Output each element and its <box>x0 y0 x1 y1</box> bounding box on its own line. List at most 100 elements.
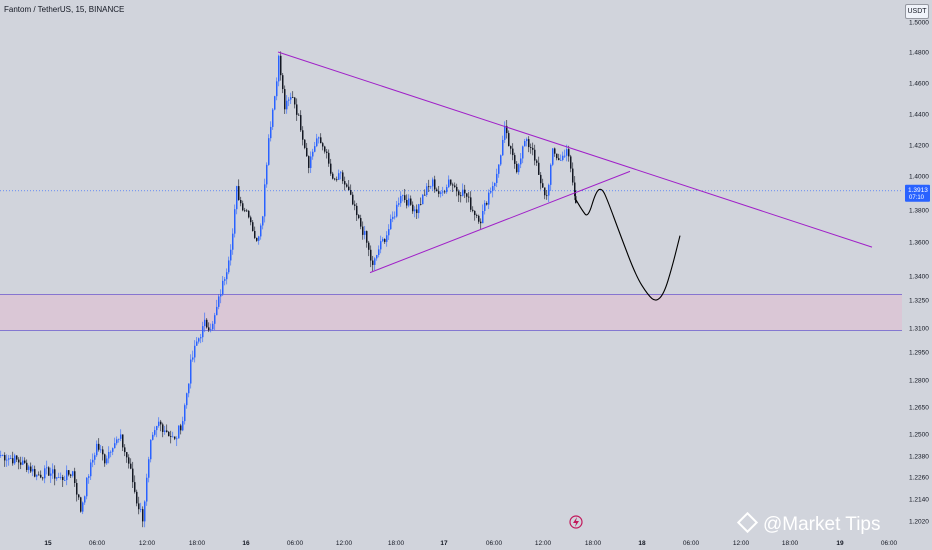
ascending-trendline <box>369 170 631 274</box>
candle-body <box>44 468 46 479</box>
last-price-badge <box>905 184 930 202</box>
candle-body <box>184 405 186 422</box>
candle-body <box>150 439 152 460</box>
candle-body <box>268 138 270 165</box>
time-tick-label: 12:00 <box>733 540 750 547</box>
candle-body <box>198 338 200 342</box>
candle-body <box>330 163 332 174</box>
candle-body <box>304 139 306 148</box>
candle-body <box>412 204 414 212</box>
time-tick-label: 12:00 <box>336 540 353 547</box>
candle-body <box>154 430 156 435</box>
price-tick-label: 1.3250 <box>909 298 929 305</box>
candle-body <box>470 197 472 210</box>
price-tick-label: 1.4200 <box>909 143 929 150</box>
candle-body <box>196 341 198 346</box>
candle-body <box>248 210 250 218</box>
time-tick-label: 18:00 <box>782 540 799 547</box>
tradingview-lightning-icon[interactable] <box>569 515 583 529</box>
watermark: @Market Tips <box>736 512 880 536</box>
candle-body <box>334 178 336 180</box>
candle-body <box>66 470 68 481</box>
candle-body <box>554 148 556 154</box>
candle-body <box>176 438 178 440</box>
candle-body <box>58 477 60 478</box>
candle-body <box>564 155 566 157</box>
candle-body <box>498 164 500 174</box>
candle-body <box>138 503 140 510</box>
candle-body <box>12 458 14 464</box>
candle-body <box>228 260 230 273</box>
time-tick-label: 06:00 <box>881 540 898 547</box>
candle-body <box>380 241 382 250</box>
candle-body <box>428 186 430 188</box>
candle-body <box>328 152 330 164</box>
candle-body <box>20 462 22 465</box>
candle-body <box>74 471 76 483</box>
candle-body <box>234 209 236 234</box>
candle-body <box>434 179 436 190</box>
candle-body <box>308 156 310 168</box>
candle-body <box>444 191 446 193</box>
candle-body <box>282 75 284 90</box>
candle-body <box>482 211 484 224</box>
candle-body <box>104 454 106 464</box>
candle-body <box>416 209 418 214</box>
candle-body <box>492 186 494 192</box>
candle-body <box>342 172 344 182</box>
candle-body <box>240 200 242 204</box>
candle-body <box>272 109 274 127</box>
candle-body <box>528 139 530 148</box>
candle-body <box>200 337 202 339</box>
candle-body <box>264 184 266 217</box>
time-axis[interactable]: 15 06:00 12:00 18:00 16 06:00 12:00 18:00 17 06:0… <box>44 540 897 547</box>
candle-body <box>362 226 364 235</box>
candle-body <box>550 164 552 185</box>
candle-body <box>276 81 278 97</box>
candle-body <box>548 184 550 196</box>
candle-body <box>300 115 302 131</box>
price-tick-label: 1.3400 <box>909 274 929 281</box>
time-tick-label: 19 <box>836 540 844 547</box>
candle-body <box>262 216 264 226</box>
price-axis[interactable]: 1.5000 1.4800 1.4600 1.4400 1.4200 1.4000 1.38… <box>905 20 930 526</box>
candle-body <box>506 125 508 134</box>
candle-body <box>266 164 268 185</box>
candle-body <box>358 215 360 219</box>
candle-body <box>242 203 244 211</box>
candle-body <box>32 469 34 472</box>
candle-body <box>286 100 288 110</box>
candle-body <box>512 148 514 156</box>
candle-body <box>164 430 166 432</box>
candle-body <box>48 467 50 476</box>
candle-body <box>110 451 112 453</box>
price-tick-label: 1.4600 <box>909 81 929 88</box>
candle-body <box>326 151 328 153</box>
time-tick-label: 18:00 <box>388 540 405 547</box>
time-tick-label: 12:00 <box>535 540 552 547</box>
candle-body <box>546 195 548 197</box>
candle-body <box>524 141 526 147</box>
candle-body <box>394 216 396 218</box>
candle-body <box>494 182 496 187</box>
candle-body <box>160 421 162 425</box>
candle-body <box>350 190 352 195</box>
candle-body <box>256 237 258 241</box>
candle-body <box>130 463 132 469</box>
candle-body <box>152 434 154 440</box>
time-tick-label: 12:00 <box>139 540 156 547</box>
candle-body <box>122 434 124 448</box>
price-tick-label: 1.4000 <box>909 174 929 181</box>
candle-body <box>570 156 572 169</box>
price-tick-label: 1.2260 <box>909 475 929 482</box>
candle-body <box>2 455 4 456</box>
candle-body <box>182 421 184 431</box>
trendlines-layer <box>277 51 873 274</box>
candle-body <box>390 218 392 230</box>
currency-button[interactable]: USDT <box>905 4 929 19</box>
candle-body <box>556 153 558 159</box>
candle-body <box>418 204 420 214</box>
candle-body <box>80 497 82 512</box>
price-tick-label: 1.3100 <box>909 326 929 333</box>
